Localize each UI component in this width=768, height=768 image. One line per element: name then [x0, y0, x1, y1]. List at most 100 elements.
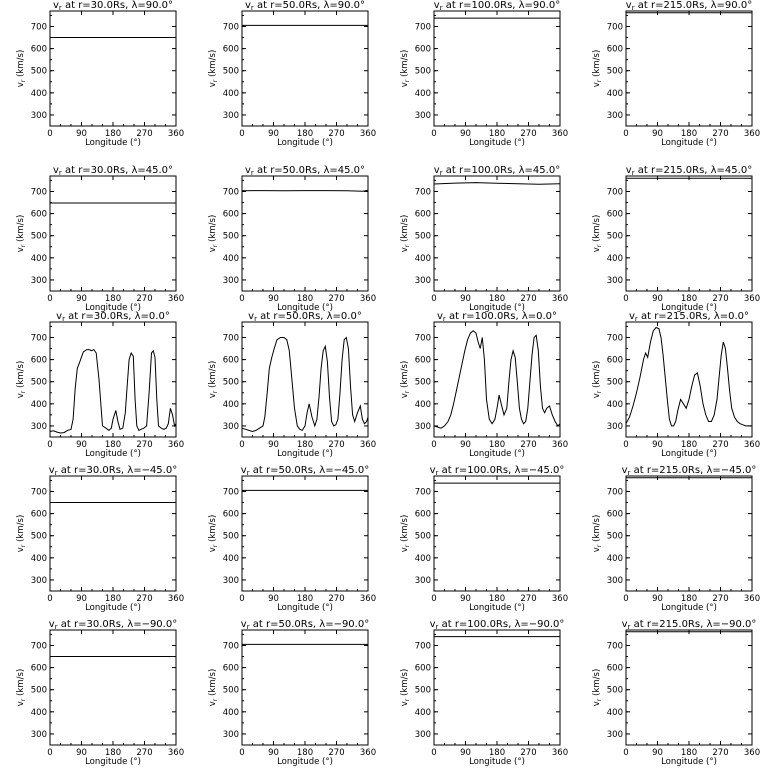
series-line — [625, 326, 752, 427]
y-tick-label: 400 — [31, 89, 47, 99]
x-tick-label: 360 — [744, 129, 760, 139]
x-tick-label: 90 — [268, 129, 279, 139]
x-axis-label: Longitude (°) — [85, 603, 141, 613]
panel-title: vr at r=30.0Rs, λ=45.0° — [53, 165, 173, 177]
y-tick-label: 600 — [223, 510, 239, 520]
x-tick-label: 180 — [105, 748, 121, 758]
x-tick-label: 0 — [623, 594, 628, 604]
y-tick-label: 600 — [223, 664, 239, 674]
x-tick-label: 90 — [268, 440, 279, 450]
x-tick-label: 180 — [489, 748, 505, 758]
x-axis-label: Longitude (°) — [469, 603, 525, 613]
y-axis-label: vr (km/s) — [400, 361, 411, 399]
x-tick-label: 180 — [681, 294, 697, 304]
y-tick-label: 500 — [223, 67, 239, 77]
y-tick-label: 700 — [223, 22, 239, 32]
x-tick-label: 90 — [652, 748, 663, 758]
x-axis-label: Longitude (°) — [661, 138, 717, 148]
y-axis-label: vr (km/s) — [208, 50, 219, 88]
y-tick-label: 300 — [415, 730, 431, 740]
x-tick-label: 90 — [652, 440, 663, 450]
y-tick-label: 700 — [607, 487, 623, 497]
plot-frame — [625, 321, 753, 438]
x-tick-label: 0 — [623, 294, 628, 304]
x-tick-label: 90 — [268, 294, 279, 304]
plot-frame — [433, 321, 561, 438]
x-tick-label: 90 — [76, 294, 87, 304]
panel-6: vr at r=50.0Rs, λ=45.0° 0 90 180 270 360 300 40… — [208, 165, 376, 313]
panel-title: vr at r=100.0Rs, λ=−45.0° — [430, 465, 565, 477]
y-tick-label: 700 — [31, 487, 47, 497]
x-axis-label: Longitude (°) — [277, 757, 333, 767]
x-tick-label: 180 — [489, 440, 505, 450]
x-tick-label: 90 — [460, 594, 471, 604]
y-tick-label: 300 — [415, 276, 431, 286]
y-tick-label: 700 — [31, 333, 47, 343]
y-tick-label: 400 — [415, 400, 431, 410]
x-axis-label: Longitude (°) — [85, 138, 141, 148]
x-axis-label: Longitude (°) — [469, 303, 525, 313]
y-tick-label: 300 — [31, 576, 47, 586]
y-tick-label: 400 — [607, 554, 623, 564]
y-tick-label: 600 — [607, 45, 623, 55]
x-tick-label: 360 — [744, 294, 760, 304]
y-tick-label: 400 — [223, 708, 239, 718]
y-axis-label: vr (km/s) — [400, 515, 411, 553]
x-tick-label: 270 — [520, 748, 536, 758]
y-tick-label: 300 — [223, 730, 239, 740]
x-tick-label: 90 — [268, 748, 279, 758]
x-tick-label: 360 — [360, 748, 376, 758]
x-tick-label: 0 — [239, 594, 244, 604]
panel-14: vr at r=50.0Rs, λ=−45.0° 0 90 180 270 360 300 4… — [208, 465, 376, 613]
y-tick-label: 300 — [31, 730, 47, 740]
x-tick-label: 270 — [712, 748, 728, 758]
x-tick-label: 270 — [520, 594, 536, 604]
y-tick-label: 500 — [607, 378, 623, 388]
panel-title: vr at r=215.0Rs, λ=45.0° — [626, 165, 752, 177]
x-axis-label: Longitude (°) — [469, 138, 525, 148]
plot-frame — [49, 10, 177, 127]
panel-8: vr at r=215.0Rs, λ=45.0° 0 90 180 270 360 300 4… — [592, 165, 760, 313]
x-tick-label: 0 — [47, 594, 52, 604]
y-tick-label: 500 — [31, 232, 47, 242]
y-axis-label: vr (km/s) — [592, 50, 603, 88]
plot-frame — [241, 10, 369, 127]
y-tick-label: 300 — [415, 422, 431, 432]
y-tick-label: 700 — [607, 22, 623, 32]
y-tick-label: 500 — [31, 67, 47, 77]
y-axis-label: vr (km/s) — [400, 215, 411, 253]
series-line — [49, 348, 177, 434]
x-tick-label: 360 — [168, 294, 184, 304]
plot-frame — [433, 10, 561, 127]
panel-7: vr at r=100.0Rs, λ=45.0° 0 90 180 270 360 300 4… — [400, 165, 568, 313]
y-axis-label: vr (km/s) — [208, 215, 219, 253]
y-tick-label: 300 — [607, 730, 623, 740]
y-axis-label: vr (km/s) — [16, 669, 27, 707]
x-tick-label: 180 — [105, 294, 121, 304]
x-tick-label: 360 — [744, 440, 760, 450]
x-tick-label: 270 — [712, 294, 728, 304]
x-tick-label: 270 — [328, 748, 344, 758]
plot-frame — [625, 175, 753, 292]
plot-frame — [625, 629, 753, 746]
y-axis-label: vr (km/s) — [16, 215, 27, 253]
y-axis-label: vr (km/s) — [208, 515, 219, 553]
y-tick-label: 400 — [607, 400, 623, 410]
x-tick-label: 180 — [105, 440, 121, 450]
panel-4: vr at r=215.0Rs, λ=90.0° 0 90 180 270 360 300 4… — [592, 0, 760, 148]
y-tick-label: 700 — [415, 22, 431, 32]
y-tick-label: 300 — [607, 111, 623, 121]
x-tick-label: 90 — [268, 594, 279, 604]
y-tick-label: 500 — [223, 532, 239, 542]
panel-18: vr at r=50.0Rs, λ=−90.0° 0 90 180 270 360 300 4… — [208, 619, 376, 767]
y-tick-label: 600 — [31, 210, 47, 220]
plot-frame — [241, 475, 369, 592]
y-tick-label: 700 — [607, 641, 623, 651]
x-tick-label: 180 — [489, 294, 505, 304]
y-axis-label: vr (km/s) — [592, 515, 603, 553]
panel-15: vr at r=100.0Rs, λ=−45.0° 0 90 180 270 360 300… — [400, 465, 568, 613]
y-tick-label: 600 — [223, 210, 239, 220]
x-tick-label: 270 — [520, 440, 536, 450]
y-axis-label: vr (km/s) — [16, 361, 27, 399]
